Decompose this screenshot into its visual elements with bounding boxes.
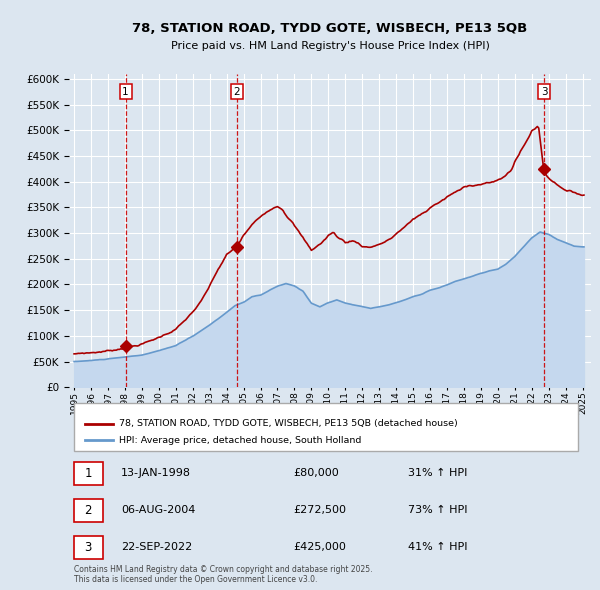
- Text: £272,500: £272,500: [293, 506, 346, 515]
- Text: HPI: Average price, detached house, South Holland: HPI: Average price, detached house, Sout…: [119, 436, 361, 445]
- Text: 2: 2: [85, 504, 92, 517]
- Text: £425,000: £425,000: [293, 542, 346, 552]
- Text: 73% ↑ HPI: 73% ↑ HPI: [409, 506, 468, 515]
- Text: 1: 1: [122, 87, 129, 97]
- Text: 78, STATION ROAD, TYDD GOTE, WISBECH, PE13 5QB: 78, STATION ROAD, TYDD GOTE, WISBECH, PE…: [133, 22, 527, 35]
- Text: Price paid vs. HM Land Registry's House Price Index (HPI): Price paid vs. HM Land Registry's House …: [170, 41, 490, 51]
- Text: 13-JAN-1998: 13-JAN-1998: [121, 468, 191, 478]
- Text: 22-SEP-2022: 22-SEP-2022: [121, 542, 193, 552]
- FancyBboxPatch shape: [74, 499, 103, 522]
- Text: 06-AUG-2004: 06-AUG-2004: [121, 506, 196, 515]
- FancyBboxPatch shape: [74, 463, 103, 486]
- FancyBboxPatch shape: [74, 536, 103, 559]
- Text: 41% ↑ HPI: 41% ↑ HPI: [409, 542, 468, 552]
- Text: £80,000: £80,000: [293, 468, 339, 478]
- FancyBboxPatch shape: [74, 404, 578, 451]
- Text: 2: 2: [233, 87, 240, 97]
- Text: 3: 3: [541, 87, 547, 97]
- Text: 78, STATION ROAD, TYDD GOTE, WISBECH, PE13 5QB (detached house): 78, STATION ROAD, TYDD GOTE, WISBECH, PE…: [119, 419, 457, 428]
- Text: 3: 3: [85, 540, 92, 554]
- Text: 1: 1: [85, 467, 92, 480]
- Text: 31% ↑ HPI: 31% ↑ HPI: [409, 468, 467, 478]
- Text: Contains HM Land Registry data © Crown copyright and database right 2025.
This d: Contains HM Land Registry data © Crown c…: [74, 565, 373, 584]
